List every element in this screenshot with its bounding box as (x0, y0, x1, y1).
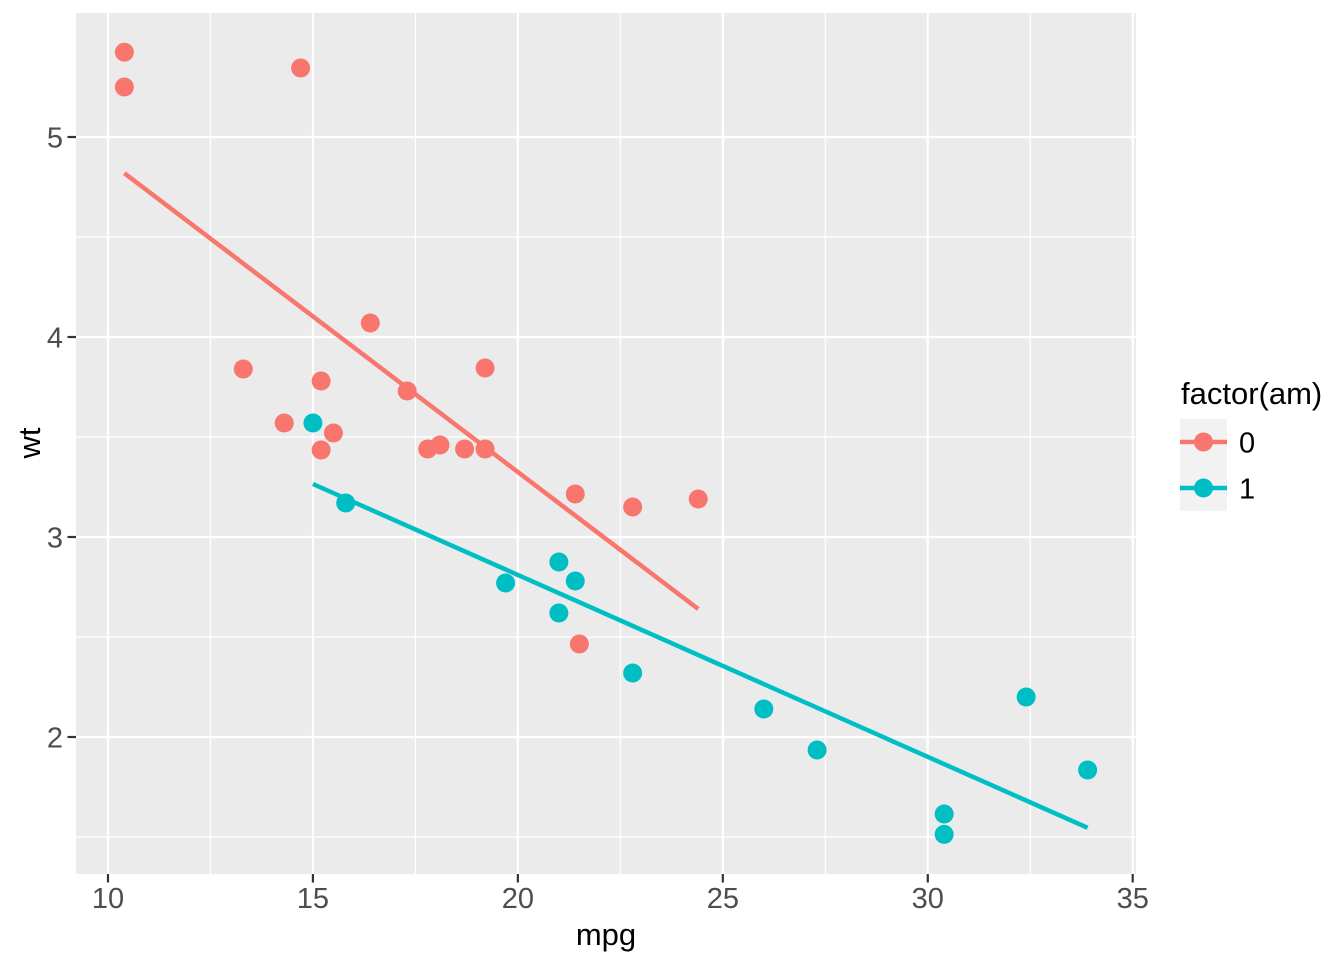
data-point-am1 (1016, 687, 1036, 707)
x-tick-label: 10 (92, 883, 124, 915)
data-point-am0 (323, 423, 343, 443)
x-axis-title: mpg (576, 917, 636, 952)
y-tick-label: 2 (47, 723, 63, 755)
legend: factor(am) 01 (1180, 376, 1322, 511)
x-tick-label: 35 (1117, 883, 1149, 915)
x-tick-label: 25 (707, 883, 739, 915)
legend-key-point (1194, 478, 1213, 498)
data-point-am0 (565, 484, 585, 504)
data-point-am0 (475, 358, 495, 378)
data-point-am1 (934, 804, 954, 824)
data-points (114, 42, 1098, 844)
trend-line-am1 (312, 481, 1089, 830)
panel-background (76, 13, 1136, 874)
data-point-am1 (549, 603, 569, 623)
data-point-am0 (311, 440, 331, 460)
data-point-am0 (114, 42, 134, 62)
data-point-am0 (455, 439, 475, 459)
data-point-am0 (418, 439, 438, 459)
data-point-am0 (688, 489, 708, 509)
x-tick-label: 20 (502, 883, 534, 915)
y-tick-label: 4 (47, 323, 63, 355)
legend-entry-label: 0 (1239, 428, 1255, 460)
trend-line-am0 (123, 171, 700, 611)
legend-key-point (1194, 432, 1213, 452)
data-point-am1 (807, 740, 827, 760)
x-axis: 10 15 20 25 30 35 (92, 874, 1149, 915)
data-point-am0 (623, 497, 643, 517)
data-point-am1 (549, 552, 569, 572)
legend-title: factor(am) (1181, 376, 1322, 411)
data-point-am1 (565, 571, 585, 591)
data-point-am1 (754, 699, 774, 719)
legend-entry-label: 1 (1239, 474, 1255, 506)
data-point-am1 (303, 413, 323, 433)
data-point-am1 (623, 663, 643, 683)
data-point-am0 (360, 313, 380, 333)
data-point-am0 (569, 634, 589, 654)
data-point-am1 (496, 573, 516, 593)
data-point-am1 (934, 824, 954, 844)
y-tick-label: 5 (47, 123, 63, 155)
data-point-am1 (1078, 760, 1098, 780)
y-axis: 2 3 4 5 (47, 123, 76, 755)
data-point-am0 (114, 77, 134, 97)
y-tick-label: 3 (47, 523, 63, 555)
trend-lines (123, 171, 1089, 830)
legend-keys: 01 (1180, 419, 1255, 511)
data-point-am0 (291, 58, 311, 78)
x-tick-label: 15 (297, 883, 329, 915)
data-point-am0 (274, 413, 294, 433)
data-point-am0 (233, 359, 253, 379)
minor-gridlines (76, 13, 1136, 874)
x-tick-label: 30 (912, 883, 944, 915)
data-point-am0 (311, 371, 331, 391)
y-axis-title: wt (12, 427, 47, 459)
